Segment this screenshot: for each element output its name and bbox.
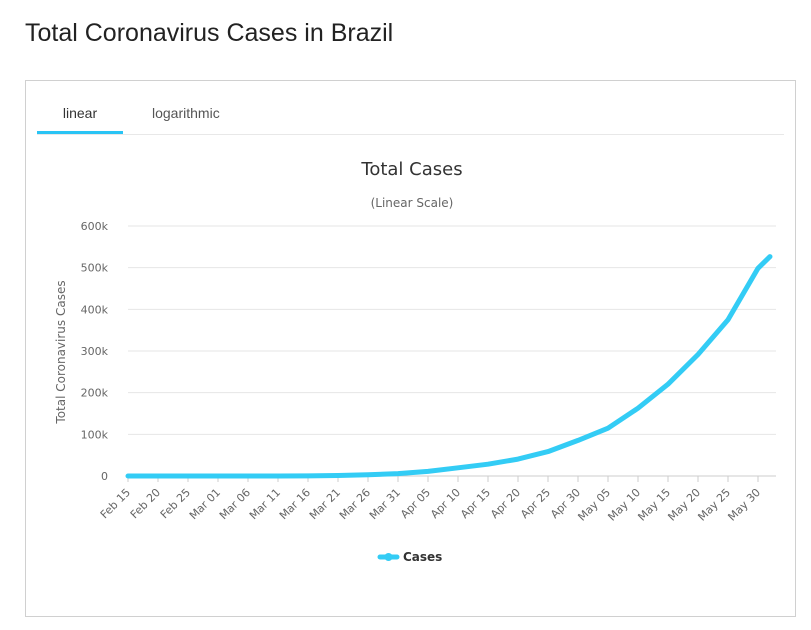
x-tick-label: May 10 bbox=[605, 486, 643, 524]
x-tick-label: Mar 26 bbox=[337, 486, 373, 522]
x-tick-label: Mar 11 bbox=[247, 486, 283, 522]
legend[interactable]: Cases bbox=[377, 550, 442, 564]
legend-label-cases: Cases bbox=[403, 550, 442, 564]
x-tick-label: Mar 01 bbox=[187, 486, 223, 522]
x-tick-label: May 30 bbox=[725, 486, 763, 524]
y-tick-label: 500k bbox=[81, 262, 109, 275]
chart-title: Total Cases bbox=[360, 159, 462, 180]
y-tick-label: 300k bbox=[81, 345, 109, 358]
gridlines bbox=[128, 225, 776, 477]
y-tick-label: 100k bbox=[81, 428, 109, 441]
legend-swatch-marker bbox=[384, 553, 393, 561]
x-tick-label: May 05 bbox=[575, 486, 613, 524]
y-tick-label: 200k bbox=[81, 387, 109, 400]
tab-linear[interactable]: linear bbox=[37, 105, 123, 134]
x-tick-label: May 25 bbox=[695, 486, 733, 524]
page-title: Total Coronavirus Cases in Brazil bbox=[25, 19, 394, 47]
x-tick-label: Apr 10 bbox=[428, 486, 463, 521]
y-axis-title: Total Coronavirus Cases bbox=[54, 280, 68, 424]
x-tick-label: Feb 15 bbox=[98, 486, 133, 521]
x-tick-label: Mar 06 bbox=[217, 486, 253, 522]
x-tick-label: Mar 31 bbox=[367, 486, 403, 522]
y-axis-ticks: 0 100k 200k 300k 400k 500k 600k bbox=[81, 220, 109, 483]
x-tick-label: May 15 bbox=[635, 486, 673, 524]
x-tick-label: Apr 20 bbox=[488, 486, 523, 521]
series-cases bbox=[125, 254, 773, 479]
y-tick-label: 0 bbox=[101, 470, 108, 483]
y-tick-label: 400k bbox=[81, 303, 109, 316]
x-tick-label: Apr 15 bbox=[458, 486, 493, 521]
x-tick-label: May 20 bbox=[665, 486, 703, 524]
series-line-cases[interactable] bbox=[125, 254, 773, 479]
x-tick-label: Mar 21 bbox=[307, 486, 343, 522]
y-tick-label: 600k bbox=[81, 220, 109, 233]
x-tick-label: Feb 20 bbox=[128, 486, 163, 521]
x-tick-label: Apr 25 bbox=[518, 486, 553, 521]
tab-logarithmic[interactable]: logarithmic bbox=[152, 105, 220, 121]
chart-panel: linear logarithmic bbox=[25, 80, 796, 617]
scale-tabs: linear logarithmic bbox=[37, 81, 784, 135]
x-tick-label: Feb 25 bbox=[158, 486, 193, 521]
x-tick-label: Mar 16 bbox=[277, 486, 313, 522]
x-tick-label: Apr 05 bbox=[398, 486, 433, 521]
chart-subtitle: (Linear Scale) bbox=[371, 196, 454, 210]
